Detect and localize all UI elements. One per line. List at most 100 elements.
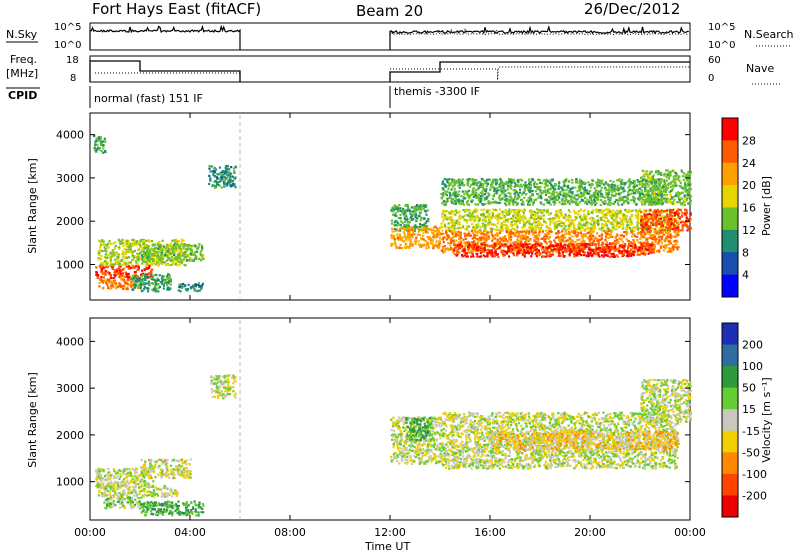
power-cell bbox=[476, 209, 478, 211]
power-cell bbox=[631, 231, 633, 233]
power-cell bbox=[173, 244, 175, 246]
power-cell bbox=[571, 235, 573, 237]
nave-tick-bottom: 0 bbox=[708, 73, 714, 84]
power-cell bbox=[194, 290, 196, 292]
power-cell bbox=[499, 209, 501, 211]
power-cell bbox=[174, 242, 176, 244]
power-cell bbox=[598, 227, 600, 229]
power-cell bbox=[434, 226, 436, 228]
power-cell bbox=[421, 205, 423, 207]
power-cell bbox=[499, 241, 501, 243]
power-cell bbox=[397, 208, 399, 210]
power-cell bbox=[425, 240, 427, 242]
power-cell bbox=[127, 279, 129, 281]
power-cell bbox=[582, 199, 584, 201]
power-cell bbox=[620, 181, 622, 183]
nave-label: Nave bbox=[746, 62, 774, 75]
power-cell bbox=[666, 232, 668, 234]
power-cell bbox=[226, 168, 228, 170]
power-cell bbox=[567, 218, 569, 220]
power-cell bbox=[510, 236, 512, 238]
noise-right-tick-bottom: 10^0 bbox=[708, 40, 735, 51]
noise-left-tick-bottom: 10^0 bbox=[54, 40, 81, 51]
power-cell bbox=[133, 259, 135, 261]
power-cell bbox=[606, 233, 608, 235]
power-cell bbox=[485, 216, 487, 218]
power-cell bbox=[440, 193, 442, 195]
power-cell bbox=[147, 290, 149, 292]
power-cell bbox=[565, 240, 567, 242]
power-cell bbox=[526, 200, 528, 202]
power-cell bbox=[584, 187, 586, 189]
power-cell bbox=[477, 204, 479, 206]
power-cell bbox=[449, 244, 451, 246]
power-cell bbox=[187, 245, 189, 247]
power-cell bbox=[507, 226, 509, 228]
power-cell bbox=[417, 234, 419, 236]
power-cell bbox=[619, 226, 621, 228]
power-cell bbox=[524, 185, 526, 187]
power-cell bbox=[602, 223, 604, 225]
power-cell bbox=[134, 250, 136, 252]
power-cell bbox=[588, 201, 590, 203]
power-cell bbox=[216, 173, 218, 175]
power-cell bbox=[512, 215, 514, 217]
power-cell bbox=[497, 235, 499, 237]
power-cell bbox=[142, 243, 144, 245]
power-cell bbox=[578, 239, 580, 241]
power-cell bbox=[110, 262, 112, 264]
power-cell bbox=[658, 250, 660, 252]
power-cell bbox=[117, 256, 119, 258]
power-cell bbox=[541, 224, 543, 226]
power-cell bbox=[553, 194, 555, 196]
power-cell bbox=[168, 281, 170, 283]
power-cell bbox=[447, 242, 449, 244]
power-cell bbox=[181, 287, 183, 289]
power-cell bbox=[123, 257, 125, 259]
power-cell bbox=[602, 214, 604, 216]
power-cell bbox=[610, 189, 612, 191]
power-cell bbox=[212, 172, 214, 174]
power-cell bbox=[446, 190, 448, 192]
power-cell bbox=[557, 193, 559, 195]
power-cell bbox=[409, 239, 411, 241]
power-cell bbox=[533, 217, 535, 219]
power-cell bbox=[517, 180, 519, 182]
power-cell bbox=[521, 199, 523, 201]
power-cell bbox=[509, 193, 511, 195]
power-cell bbox=[520, 237, 522, 239]
power-cell bbox=[554, 183, 556, 185]
power-cell bbox=[472, 238, 474, 240]
power-cell bbox=[539, 209, 541, 211]
power-cell bbox=[121, 278, 123, 280]
power-cell bbox=[451, 178, 453, 180]
power-cell bbox=[122, 242, 124, 244]
power-cell bbox=[635, 247, 637, 249]
power-cell bbox=[135, 271, 137, 273]
power-cell bbox=[416, 208, 418, 210]
power-cell bbox=[391, 220, 393, 222]
power-cell bbox=[558, 182, 560, 184]
power-cell bbox=[164, 254, 166, 256]
power-cell bbox=[455, 222, 457, 224]
power-cell bbox=[179, 250, 181, 252]
power-cell bbox=[114, 241, 116, 243]
power-cell bbox=[552, 185, 554, 187]
power-cell bbox=[523, 197, 525, 199]
power-cell bbox=[135, 285, 137, 287]
power-cell bbox=[180, 259, 182, 261]
power-cell bbox=[528, 179, 530, 181]
power-cell bbox=[653, 234, 655, 236]
power-cell bbox=[425, 210, 427, 212]
power-cell bbox=[508, 186, 510, 188]
power-cell bbox=[157, 255, 159, 257]
power-cell bbox=[100, 255, 102, 257]
power-cell bbox=[190, 287, 192, 289]
power-cell bbox=[547, 218, 549, 220]
power-cell bbox=[114, 281, 116, 283]
power-cell bbox=[449, 194, 451, 196]
power-cell bbox=[483, 180, 485, 182]
power-cell bbox=[110, 252, 112, 254]
power-cell bbox=[549, 222, 551, 224]
power-cell bbox=[503, 224, 505, 226]
